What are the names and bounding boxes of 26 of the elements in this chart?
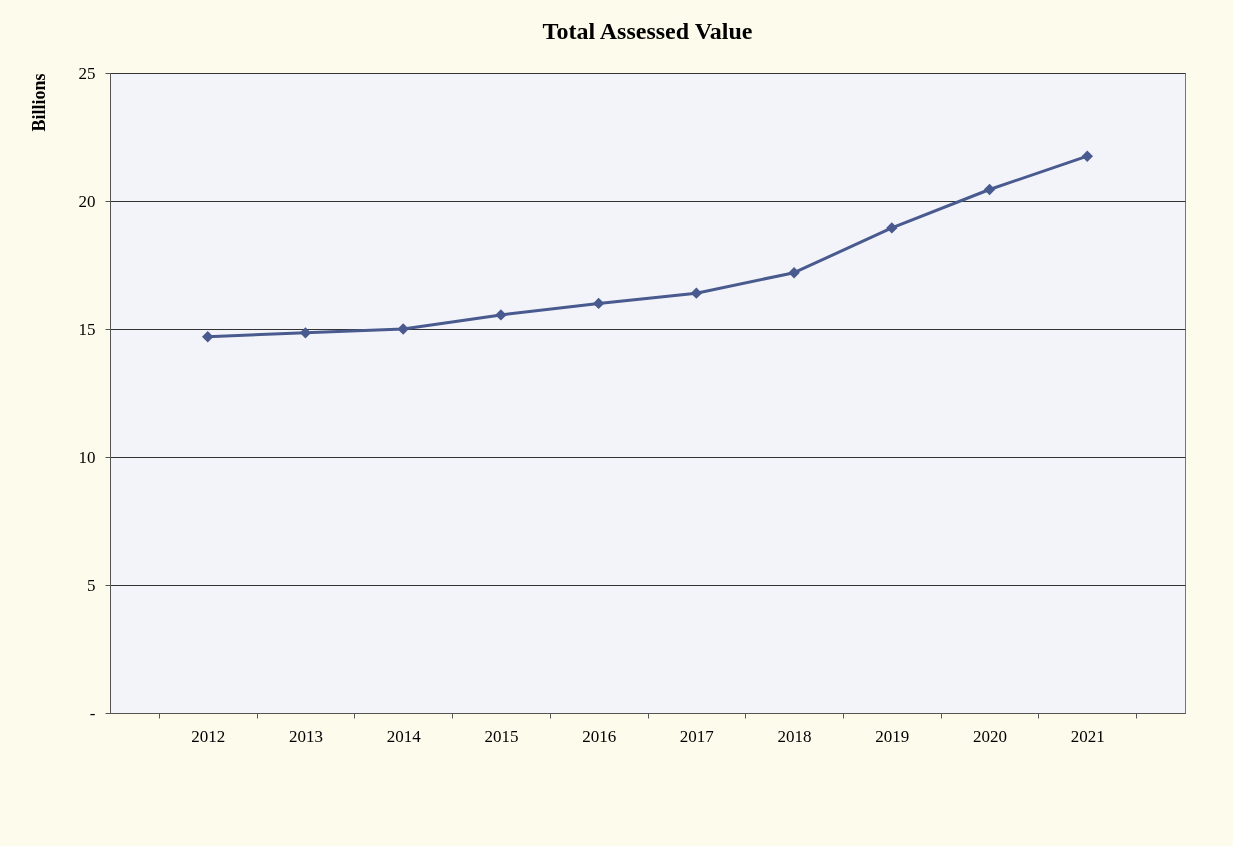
y-axis-title: Billions bbox=[28, 73, 49, 132]
x-tick-label: 2020 bbox=[973, 726, 1008, 746]
point bbox=[592, 297, 605, 310]
x-tick-label: 2013 bbox=[288, 726, 323, 746]
point bbox=[788, 266, 800, 279]
point bbox=[983, 183, 996, 196]
y-tick-label: 25 bbox=[78, 63, 96, 83]
point bbox=[690, 287, 703, 299]
x-tick-label: 2019 bbox=[875, 726, 910, 746]
x-tick-label: 2018 bbox=[777, 726, 812, 746]
y-tick-label: 15 bbox=[78, 319, 96, 339]
chart-title: Total Assessed Value bbox=[542, 18, 753, 44]
x-tick-label: 2017 bbox=[679, 726, 715, 746]
x-tick-label: 2021 bbox=[1070, 726, 1105, 746]
x-tick-label: 2014 bbox=[386, 726, 422, 746]
point bbox=[1081, 150, 1093, 162]
point bbox=[886, 222, 898, 234]
y-tick-label: 20 bbox=[78, 191, 96, 211]
y-tick-label: - bbox=[89, 703, 96, 723]
x-tick-label: 2012 bbox=[191, 726, 226, 746]
x-tick-label: 2015 bbox=[484, 726, 519, 746]
y-tick-label: 5 bbox=[87, 575, 96, 595]
point bbox=[397, 323, 409, 335]
x-tick-label: 2016 bbox=[582, 726, 617, 746]
y-tick-label: 10 bbox=[78, 447, 96, 467]
point bbox=[495, 309, 507, 321]
